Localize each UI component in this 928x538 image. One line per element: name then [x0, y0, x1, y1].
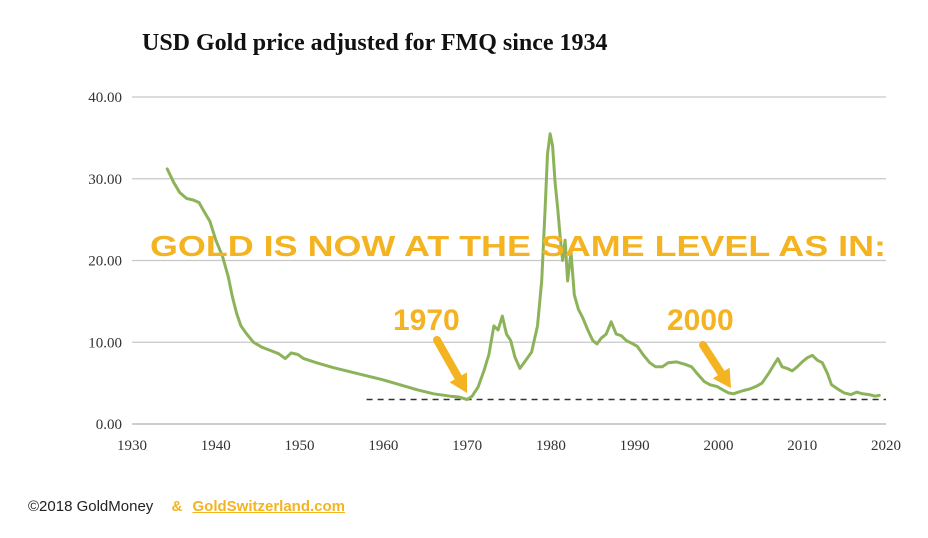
footer: ©2018 GoldMoney & GoldSwitzerland.com — [28, 498, 345, 515]
year-label-1970: 1970 — [393, 304, 460, 337]
x-tick-label: 1970 — [452, 438, 482, 454]
axis-layer: 0.00 10.00 20.00 30.00 40.00 1930 1940 1950 1960… — [88, 90, 901, 454]
y-tick-label: 30.00 — [88, 172, 122, 188]
footer-link[interactable]: GoldSwitzerland.com — [192, 498, 346, 515]
arrow-2000 — [699, 341, 732, 389]
x-tick-label: 1980 — [536, 438, 566, 454]
x-tick-label: 1930 — [117, 438, 147, 454]
chart-title: USD Gold price adjusted for FMQ since 19… — [142, 30, 608, 56]
x-tick-label: 2000 — [703, 438, 733, 454]
x-tick-label: 2010 — [787, 438, 817, 454]
arrow-1970 — [433, 336, 468, 394]
y-tick-label: 40.00 — [88, 90, 122, 106]
series-layer — [165, 132, 886, 401]
series-line-0 — [165, 132, 881, 401]
x-tick-label: 1940 — [201, 438, 231, 454]
footer-copyright: ©2018 GoldMoney — [28, 498, 154, 515]
x-tick-label: 1990 — [620, 438, 650, 454]
x-tick-label: 1960 — [368, 438, 398, 454]
y-tick-label: 0.00 — [96, 417, 122, 433]
y-tick-label: 20.00 — [88, 254, 122, 270]
grid-layer — [132, 96, 886, 425]
x-tick-label: 1950 — [285, 438, 315, 454]
x-tick-label: 2020 — [871, 438, 901, 454]
y-tick-label: 10.00 — [88, 335, 122, 351]
headline-annotation: GOLD IS NOW AT THE SAME LEVEL AS IN: — [150, 231, 886, 263]
year-label-2000: 2000 — [667, 304, 734, 337]
annotation-layer: GOLD IS NOW AT THE SAME LEVEL AS IN: 1970… — [150, 231, 886, 394]
footer-ampersand: & — [171, 498, 183, 515]
